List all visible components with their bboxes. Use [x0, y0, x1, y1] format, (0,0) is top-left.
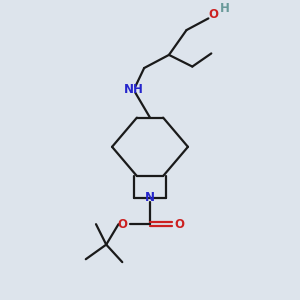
Text: N: N [145, 191, 155, 204]
Text: NH: NH [124, 83, 144, 96]
Text: H: H [220, 2, 230, 15]
Text: O: O [208, 8, 219, 21]
Text: O: O [174, 218, 184, 231]
Text: O: O [117, 218, 127, 231]
